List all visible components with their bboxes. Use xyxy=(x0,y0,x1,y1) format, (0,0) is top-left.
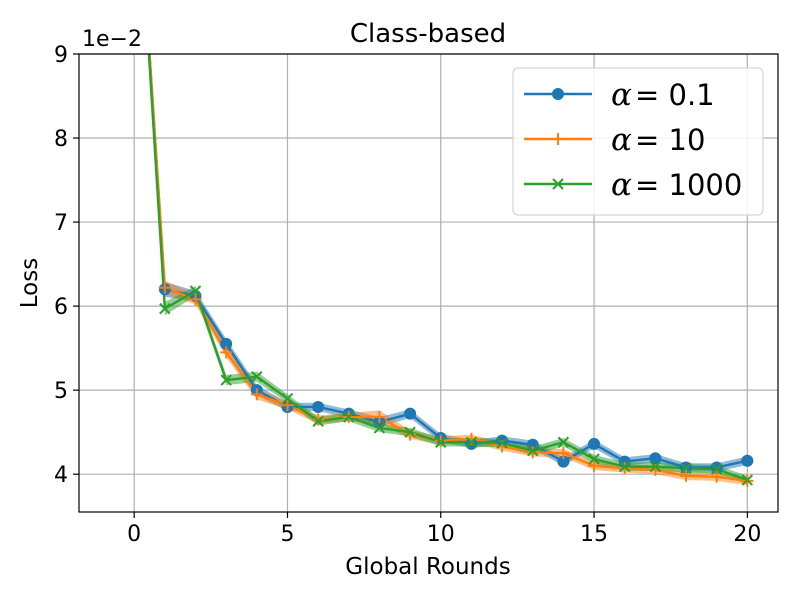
series-2-point xyxy=(710,463,723,475)
y-scale-label: 1e−2 xyxy=(82,27,142,52)
y-tick-label: 9 xyxy=(54,43,68,68)
series-1-point xyxy=(710,470,723,483)
series-2-point xyxy=(527,444,539,457)
y-tick-label: 6 xyxy=(54,295,68,320)
series-2-point xyxy=(435,436,447,448)
series-1-point xyxy=(220,346,233,359)
x-tick-label: 5 xyxy=(280,522,294,547)
series-1-point xyxy=(158,281,171,294)
series-2-point xyxy=(343,411,355,423)
y-axis-label: Loss xyxy=(17,258,43,308)
series-0-point xyxy=(312,400,325,413)
series-1-point xyxy=(312,413,325,426)
y-tick-label: 7 xyxy=(54,211,68,236)
legend-label: = 10 xyxy=(635,123,705,157)
y-tick-label: 4 xyxy=(54,463,68,488)
y-tick-label: 8 xyxy=(54,127,68,152)
series-2-point xyxy=(189,285,202,297)
series-1-point xyxy=(680,469,693,482)
series-markers xyxy=(158,281,754,487)
series-2-point xyxy=(619,460,631,473)
series-2-point xyxy=(404,426,416,438)
series-2-point xyxy=(251,370,263,383)
x-tick-label: 15 xyxy=(580,522,608,547)
series-0-point xyxy=(404,407,417,420)
plot-frame xyxy=(78,53,779,513)
legend-symbol: α xyxy=(611,77,632,113)
x-tick-label: 20 xyxy=(733,522,761,547)
series-1-point xyxy=(281,399,294,412)
series-0-point xyxy=(588,437,601,450)
series-1-point xyxy=(189,293,202,306)
series-1-point xyxy=(434,434,447,447)
series-2-point xyxy=(557,436,570,448)
series-2-point xyxy=(373,422,386,434)
series-2-point xyxy=(281,392,294,405)
chart-title: Class-based xyxy=(350,19,506,49)
series-1-point xyxy=(250,388,263,401)
series-1-point xyxy=(526,446,539,459)
legend-marker xyxy=(552,88,564,100)
x-axis-label: Global Rounds xyxy=(345,554,510,580)
legend-marker xyxy=(552,133,564,145)
series-1-point xyxy=(588,459,601,472)
series-2-point xyxy=(220,374,232,386)
legend-symbol: α xyxy=(611,122,632,158)
legend-label: = 0.1 xyxy=(635,78,715,112)
series-1-point xyxy=(373,411,386,424)
series-0-point xyxy=(649,452,662,465)
series-2-point xyxy=(496,437,508,449)
x-tick-label: 10 xyxy=(427,522,455,547)
series-1-point xyxy=(404,428,417,441)
series-1-point xyxy=(557,447,570,460)
series-2-point xyxy=(649,460,662,473)
series-2-point xyxy=(741,474,754,486)
legend-box xyxy=(512,67,764,216)
x-tick-label: 0 xyxy=(127,522,141,547)
series-0-point xyxy=(741,454,754,467)
legend-symbol: α xyxy=(611,167,632,203)
series-2-point xyxy=(588,453,600,465)
y-tick-label: 5 xyxy=(54,379,68,404)
axis-ticks: 0 5 10 15 20 4 5 6 7 8 9 xyxy=(54,43,761,547)
series-2-point xyxy=(465,436,478,448)
series-2-point xyxy=(680,462,692,475)
series-2-point xyxy=(312,415,324,427)
series-1-point xyxy=(618,462,631,475)
legend-label: = 1000 xyxy=(635,168,742,202)
legend: α = 0.1α = 10α = 1000 xyxy=(512,67,764,216)
series-2-point xyxy=(159,302,171,315)
legend-marker xyxy=(552,178,564,190)
